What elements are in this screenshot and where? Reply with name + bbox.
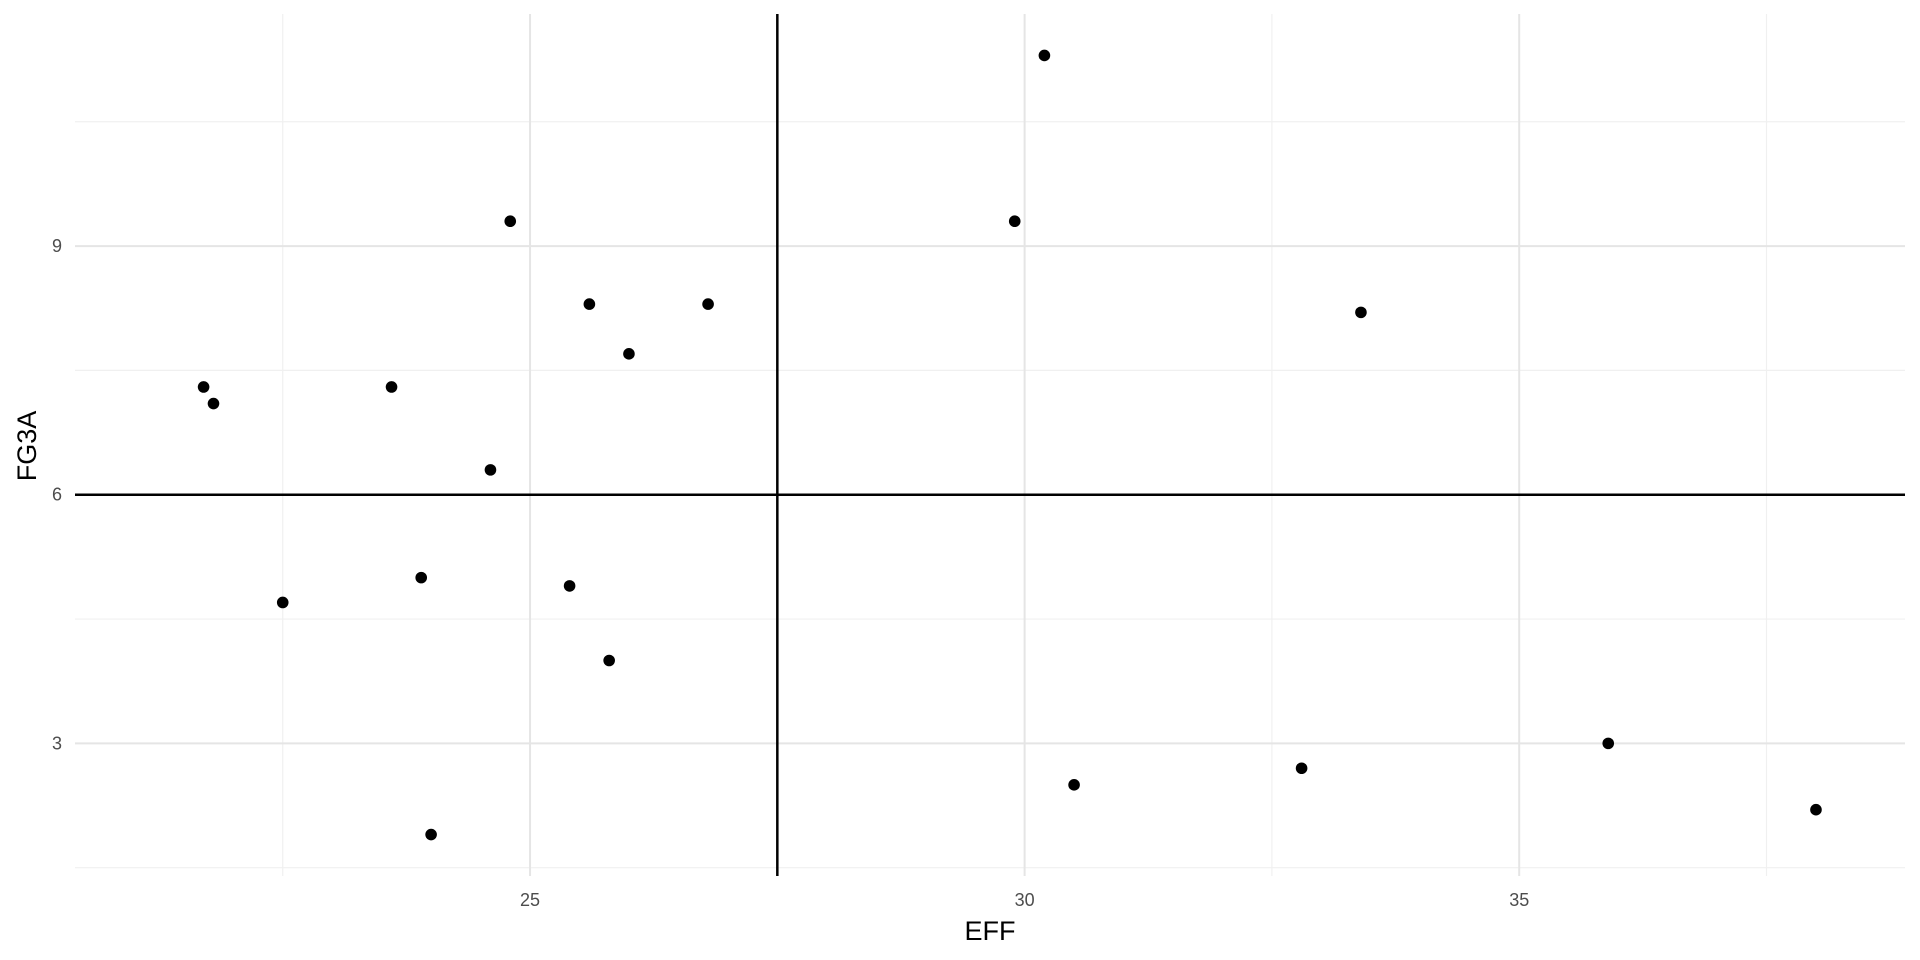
data-point [276,596,289,609]
data-point [702,298,714,310]
data-point [1295,762,1308,775]
data-point [1602,737,1615,750]
y-axis-tick-labels: 3 6 9 [52,236,62,753]
data-point [1038,49,1051,62]
data-point [603,654,615,667]
data-point [197,381,210,393]
data-point [1008,215,1021,228]
data-point [623,348,635,360]
data-point [484,464,497,476]
data-point [563,580,576,592]
data-point [425,828,437,841]
major-gridlines [75,14,1905,876]
y-tick-label: 6 [52,485,62,505]
x-axis-title: EFF [965,916,1016,946]
data-point [583,298,596,310]
data-point [1068,779,1080,791]
minor-gridlines [75,14,1905,876]
y-axis-title: FG3A [12,411,42,482]
data-point [207,397,220,410]
data-points [197,49,1822,841]
reference-lines [75,14,1905,876]
data-point [504,215,517,228]
x-tick-label: 30 [1015,890,1035,910]
data-point [415,571,428,584]
x-tick-label: 25 [520,890,540,910]
y-tick-label: 9 [52,236,62,256]
data-point [1810,803,1822,816]
data-point [1355,306,1367,319]
x-tick-label: 35 [1509,890,1529,910]
data-point [385,381,398,393]
y-tick-label: 3 [52,733,62,753]
x-axis-tick-labels: 25 30 35 [520,890,1529,910]
